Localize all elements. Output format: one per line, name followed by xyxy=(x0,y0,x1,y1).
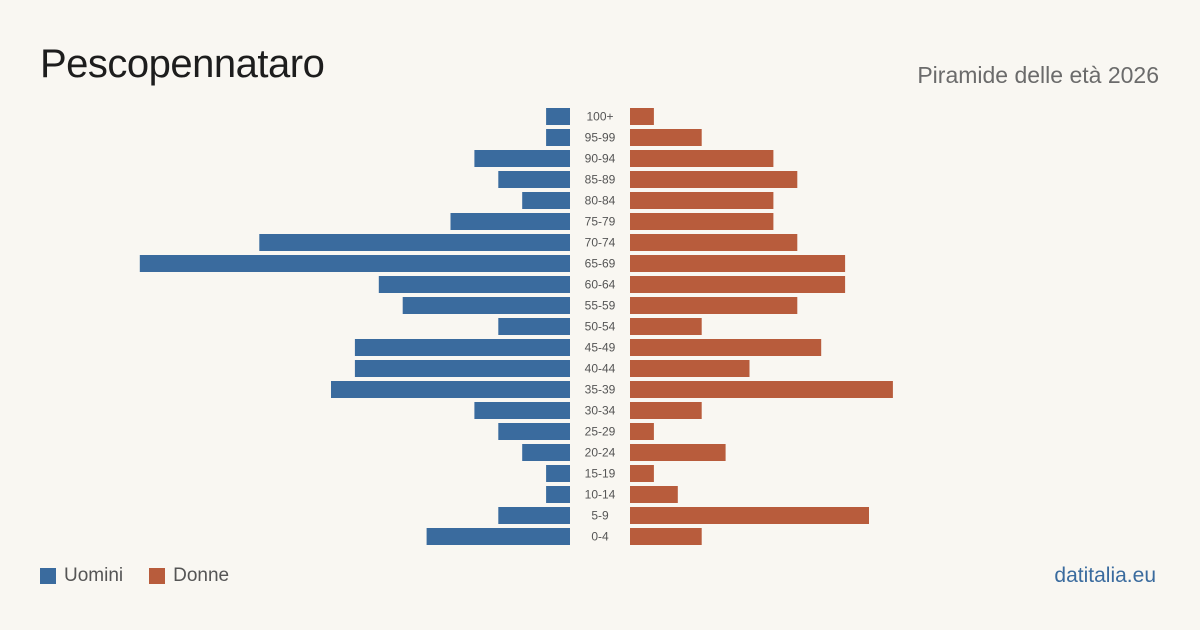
bar-men-45-49 xyxy=(354,339,570,356)
legend-label-men: Uomini xyxy=(64,565,124,586)
bar-women-55-59 xyxy=(630,297,798,314)
age-label-40-44: 40-44 xyxy=(585,362,616,376)
age-label-65-69: 65-69 xyxy=(585,257,616,271)
bar-men-15-19 xyxy=(546,465,570,482)
bar-men-100plus xyxy=(546,108,570,125)
age-label-90-94: 90-94 xyxy=(585,152,616,166)
bar-men-95-99 xyxy=(546,129,570,146)
bar-women-45-49 xyxy=(630,339,822,356)
age-label-45-49: 45-49 xyxy=(585,341,616,355)
bar-men-70-74 xyxy=(259,234,570,251)
age-label-0-4: 0-4 xyxy=(591,530,609,544)
bar-women-30-34 xyxy=(630,402,702,419)
page-title: Pescopennataro xyxy=(40,42,325,86)
bar-men-0-4 xyxy=(426,528,570,545)
bar-men-90-94 xyxy=(474,150,570,167)
chart-legend: Uomini Donne xyxy=(40,565,255,587)
bar-women-85-89 xyxy=(630,171,798,188)
age-label-75-79: 75-79 xyxy=(585,215,616,229)
bar-women-15-19 xyxy=(630,465,654,482)
age-label-85-89: 85-89 xyxy=(585,173,616,187)
bar-women-5-9 xyxy=(630,507,869,524)
bar-men-30-34 xyxy=(474,402,570,419)
bar-women-70-74 xyxy=(630,234,798,251)
source-link[interactable]: datitalia.eu xyxy=(1054,564,1156,587)
bar-women-60-64 xyxy=(630,276,846,293)
bar-women-20-24 xyxy=(630,444,726,461)
age-label-5-9: 5-9 xyxy=(591,509,609,523)
age-label-50-54: 50-54 xyxy=(585,320,616,334)
bar-men-35-39 xyxy=(331,381,570,398)
bar-men-25-29 xyxy=(498,423,570,440)
age-label-35-39: 35-39 xyxy=(585,383,616,397)
bar-men-60-64 xyxy=(378,276,570,293)
bar-men-55-59 xyxy=(402,297,570,314)
legend-label-women: Donne xyxy=(173,565,230,586)
bar-women-95-99 xyxy=(630,129,702,146)
bar-women-80-84 xyxy=(630,192,774,209)
age-label-15-19: 15-19 xyxy=(585,467,616,481)
age-label-10-14: 10-14 xyxy=(585,488,616,502)
age-label-20-24: 20-24 xyxy=(585,446,616,460)
bar-men-5-9 xyxy=(498,507,570,524)
age-label-60-64: 60-64 xyxy=(585,278,616,292)
bar-men-50-54 xyxy=(498,318,570,335)
bar-men-80-84 xyxy=(522,192,570,209)
bar-women-50-54 xyxy=(630,318,702,335)
legend-swatch-women xyxy=(149,568,166,584)
bar-women-0-4 xyxy=(630,528,702,545)
bar-men-10-14 xyxy=(546,486,570,503)
bar-women-10-14 xyxy=(630,486,678,503)
bar-women-25-29 xyxy=(630,423,654,440)
age-label-70-74: 70-74 xyxy=(585,236,616,250)
legend-item-men: Uomini xyxy=(40,565,123,587)
age-label-30-34: 30-34 xyxy=(585,404,616,418)
bar-men-65-69 xyxy=(139,255,571,272)
bar-women-75-79 xyxy=(630,213,774,230)
age-label-100plus: 100+ xyxy=(586,110,613,124)
bar-men-40-44 xyxy=(354,360,570,377)
chart-subtitle: Piramide delle età 2026 xyxy=(917,62,1159,88)
bar-women-40-44 xyxy=(630,360,750,377)
bar-women-90-94 xyxy=(630,150,774,167)
legend-swatch-men xyxy=(40,568,56,584)
age-label-55-59: 55-59 xyxy=(585,299,616,313)
bar-men-75-79 xyxy=(450,213,570,230)
bar-women-100plus xyxy=(630,108,654,125)
legend-item-women: Donne xyxy=(149,565,229,587)
bar-men-85-89 xyxy=(498,171,570,188)
age-label-25-29: 25-29 xyxy=(585,425,616,439)
age-label-95-99: 95-99 xyxy=(585,131,616,145)
bar-women-35-39 xyxy=(630,381,893,398)
age-label-80-84: 80-84 xyxy=(585,194,616,208)
bar-men-20-24 xyxy=(522,444,570,461)
bar-women-65-69 xyxy=(630,255,846,272)
